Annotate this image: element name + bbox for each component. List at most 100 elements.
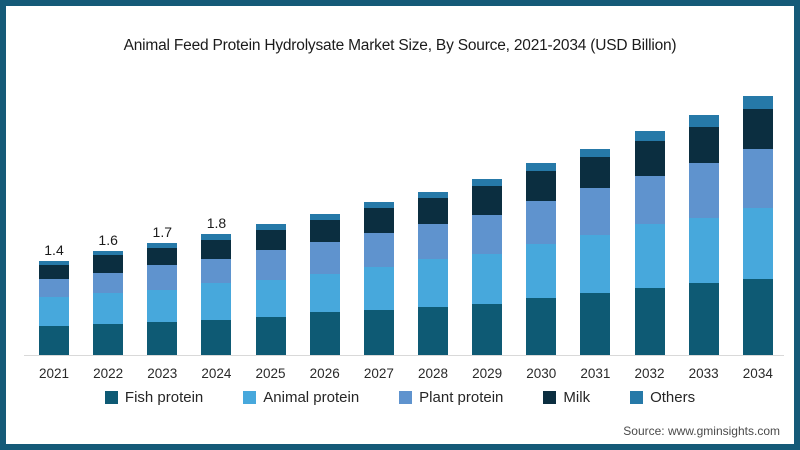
legend-label: Animal protein bbox=[263, 389, 360, 406]
bar-column-2021: 1.4 2021 bbox=[39, 242, 69, 381]
segment-milk-2023 bbox=[147, 248, 178, 266]
segment-plant-protein-2021 bbox=[39, 279, 69, 298]
segment-milk-2031 bbox=[580, 156, 611, 189]
x-axis-label-2028: 2028 bbox=[417, 366, 448, 381]
legend-item-fish-protein: Fish protein bbox=[104, 389, 204, 406]
segment-others-2034 bbox=[742, 95, 773, 110]
legend-swatch-icon bbox=[543, 391, 557, 404]
segment-fish-protein-2021 bbox=[39, 325, 69, 355]
legend-swatch-icon bbox=[399, 391, 413, 404]
bar-column-2027: 2027 bbox=[363, 202, 394, 381]
bar-column-2026: 2026 bbox=[309, 214, 340, 381]
segment-milk-2033 bbox=[688, 126, 719, 164]
segment-plant-protein-2028 bbox=[417, 224, 448, 259]
segment-plant-protein-2023 bbox=[147, 265, 178, 291]
bar-value-label-2021: 1.4 bbox=[44, 242, 64, 259]
segment-plant-protein-2022 bbox=[93, 272, 124, 294]
segment-milk-2029 bbox=[472, 186, 503, 215]
bar-value-label-2024: 1.8 bbox=[206, 215, 227, 232]
chart-title: Animal Feed Protein Hydrolysate Market S… bbox=[123, 37, 677, 54]
bar-2030 bbox=[526, 162, 557, 355]
bar-column-2025: 2025 bbox=[255, 224, 286, 381]
segment-others-2024 bbox=[201, 234, 232, 241]
bar-column-2032: 2032 bbox=[634, 131, 665, 381]
segment-plant-protein-2026 bbox=[309, 242, 340, 274]
x-axis-label-2030: 2030 bbox=[526, 366, 557, 381]
segment-fish-protein-2032 bbox=[634, 288, 665, 355]
segment-others-2031 bbox=[580, 149, 611, 157]
segment-others-2030 bbox=[526, 162, 557, 171]
segment-others-2033 bbox=[688, 115, 719, 127]
segment-animal-protein-2023 bbox=[147, 290, 178, 322]
segment-others-2021 bbox=[39, 261, 69, 265]
bar-column-2034: 2034 bbox=[742, 95, 773, 381]
bar-value-label-2022: 1.6 bbox=[98, 232, 118, 249]
segment-others-2026 bbox=[309, 214, 340, 221]
legend-label: Milk bbox=[563, 389, 591, 406]
segment-plant-protein-2027 bbox=[363, 233, 394, 267]
bar-column-2030: 2030 bbox=[526, 162, 557, 381]
x-axis-label-2021: 2021 bbox=[38, 366, 70, 381]
bar-2026 bbox=[309, 214, 340, 355]
x-axis-label-2034: 2034 bbox=[742, 366, 773, 381]
x-axis-label-2031: 2031 bbox=[580, 366, 611, 381]
bar-2034 bbox=[742, 95, 773, 355]
legend-swatch-icon bbox=[104, 391, 118, 404]
plot-area: 1.4 2021 1.6 2022 1.7 2023 1.8 2024 2025 2026 2027… bbox=[39, 91, 773, 381]
x-axis-line bbox=[24, 355, 784, 356]
segment-fish-protein-2029 bbox=[472, 304, 503, 355]
x-axis-label-2033: 2033 bbox=[688, 366, 719, 381]
legend: Fish protein Animal protein Plant protein M… bbox=[6, 389, 794, 406]
x-axis-label-2024: 2024 bbox=[201, 366, 232, 381]
segment-fish-protein-2031 bbox=[580, 293, 611, 355]
legend-label: Fish protein bbox=[124, 389, 204, 406]
legend-item-milk: Milk bbox=[543, 389, 590, 406]
segment-plant-protein-2024 bbox=[201, 258, 232, 284]
segment-animal-protein-2033 bbox=[688, 218, 719, 284]
bar-2027 bbox=[363, 202, 394, 355]
segment-fish-protein-2034 bbox=[742, 279, 773, 355]
segment-animal-protein-2026 bbox=[309, 273, 340, 313]
segment-animal-protein-2034 bbox=[742, 207, 773, 280]
segment-fish-protein-2022 bbox=[93, 323, 124, 355]
segment-animal-protein-2021 bbox=[39, 297, 69, 326]
segment-plant-protein-2029 bbox=[472, 214, 503, 254]
x-axis-label-2025: 2025 bbox=[255, 366, 286, 381]
x-axis-label-2027: 2027 bbox=[363, 366, 394, 381]
legend-label: Others bbox=[650, 389, 696, 406]
bar-2022 bbox=[93, 251, 124, 355]
segment-others-2028 bbox=[417, 192, 448, 199]
segment-others-2023 bbox=[147, 243, 178, 249]
bar-2033 bbox=[688, 115, 719, 355]
segment-plant-protein-2032 bbox=[634, 176, 665, 225]
segment-animal-protein-2027 bbox=[363, 266, 394, 311]
bar-column-2023: 1.7 2023 bbox=[147, 224, 178, 381]
segment-fish-protein-2033 bbox=[688, 283, 719, 355]
bar-2024 bbox=[201, 234, 232, 355]
x-axis-label-2022: 2022 bbox=[93, 366, 124, 381]
segment-others-2032 bbox=[634, 131, 665, 142]
bar-2025 bbox=[255, 224, 286, 355]
bar-column-2029: 2029 bbox=[472, 178, 503, 381]
segment-plant-protein-2033 bbox=[688, 163, 719, 219]
x-axis-label-2023: 2023 bbox=[147, 366, 178, 381]
segment-milk-2028 bbox=[417, 198, 448, 225]
bar-2029 bbox=[472, 178, 503, 355]
segment-plant-protein-2030 bbox=[526, 200, 557, 245]
segment-plant-protein-2025 bbox=[255, 249, 286, 280]
segment-plant-protein-2031 bbox=[580, 188, 611, 236]
segment-animal-protein-2030 bbox=[526, 244, 557, 299]
segment-animal-protein-2032 bbox=[634, 224, 665, 288]
segment-others-2027 bbox=[363, 202, 394, 209]
segment-others-2029 bbox=[472, 178, 503, 187]
segment-fish-protein-2024 bbox=[201, 320, 232, 355]
bar-column-2024: 1.8 2024 bbox=[201, 215, 232, 381]
legend-item-plant-protein: Plant protein bbox=[399, 389, 503, 406]
bar-column-2031: 2031 bbox=[580, 149, 611, 381]
segment-animal-protein-2022 bbox=[93, 293, 124, 324]
segment-animal-protein-2028 bbox=[417, 258, 448, 308]
segment-milk-2026 bbox=[309, 220, 340, 243]
x-axis-label-2029: 2029 bbox=[472, 366, 503, 381]
bar-2028 bbox=[417, 192, 448, 355]
bar-2031 bbox=[580, 149, 611, 355]
